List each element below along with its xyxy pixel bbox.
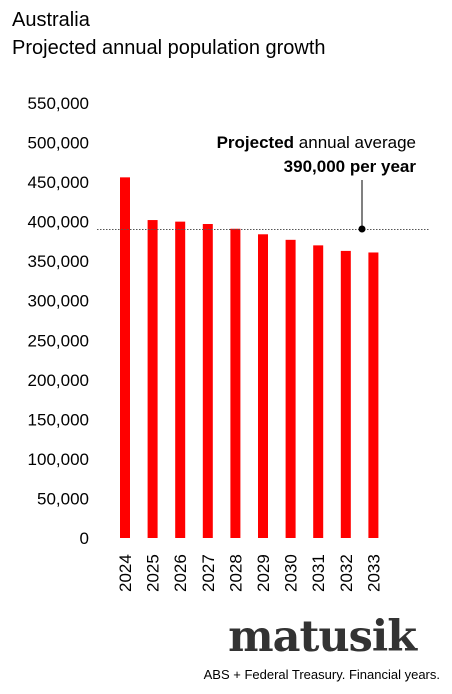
annotation-bold-word: Projected — [217, 133, 294, 152]
bar-chart: 0 50,000 100,000 150,000 200,000 250,000 300,0… — [28, 94, 430, 592]
annotation-rest: annual average — [294, 133, 416, 152]
x-tick-label: 2029 — [254, 554, 273, 592]
bar-2030 — [285, 239, 296, 538]
x-tick-label: 2027 — [199, 554, 218, 592]
bar-2025 — [147, 220, 158, 538]
x-tick-label: 2024 — [116, 554, 135, 592]
y-tick-label: 500,000 — [28, 134, 89, 153]
brand-logo: matusik — [228, 612, 417, 662]
bar-2027 — [202, 224, 213, 538]
y-tick-label: 250,000 — [28, 331, 89, 350]
bar-2026 — [175, 221, 186, 539]
annotation-line-2: 390,000 per year — [284, 157, 417, 176]
x-tick-label: 2033 — [364, 554, 383, 592]
y-tick-label: 200,000 — [28, 371, 89, 390]
y-tick-label: 550,000 — [28, 94, 89, 113]
y-axis: 0 50,000 100,000 150,000 200,000 250,000 300,0… — [28, 94, 89, 548]
chart-subtitle: Projected annual population growth — [12, 37, 326, 59]
bar-2032 — [340, 250, 351, 538]
y-tick-label: 400,000 — [28, 213, 89, 232]
y-tick-label: 150,000 — [28, 410, 89, 429]
bar-2024 — [120, 177, 130, 538]
bar-2031 — [313, 245, 324, 538]
annotation-line-1: Projected annual average — [217, 133, 416, 152]
x-tick-label: 2026 — [171, 554, 190, 592]
y-tick-label: 450,000 — [28, 173, 89, 192]
bar-2028 — [230, 228, 241, 538]
source-note: ABS + Federal Treasury. Financial years. — [203, 667, 440, 682]
bar-2029 — [258, 234, 268, 539]
y-tick-label: 50,000 — [37, 489, 89, 508]
y-tick-label: 0 — [80, 529, 89, 548]
x-tick-label: 2030 — [282, 554, 301, 592]
y-tick-label: 350,000 — [28, 252, 89, 271]
y-tick-label: 100,000 — [28, 450, 89, 469]
bar-series — [120, 177, 379, 539]
y-tick-label: 300,000 — [28, 292, 89, 311]
x-tick-label: 2025 — [144, 554, 163, 592]
x-tick-label: 2031 — [309, 554, 328, 592]
x-tick-label: 2028 — [226, 554, 245, 592]
x-tick-label: 2032 — [337, 554, 356, 592]
bar-2033 — [368, 252, 379, 538]
x-axis: 2024 2025 2026 2027 2028 2029 2030 2031 2032 2033 — [116, 554, 383, 592]
annotation-pointer-dot — [358, 225, 366, 233]
chart-title: Australia — [12, 9, 90, 31]
